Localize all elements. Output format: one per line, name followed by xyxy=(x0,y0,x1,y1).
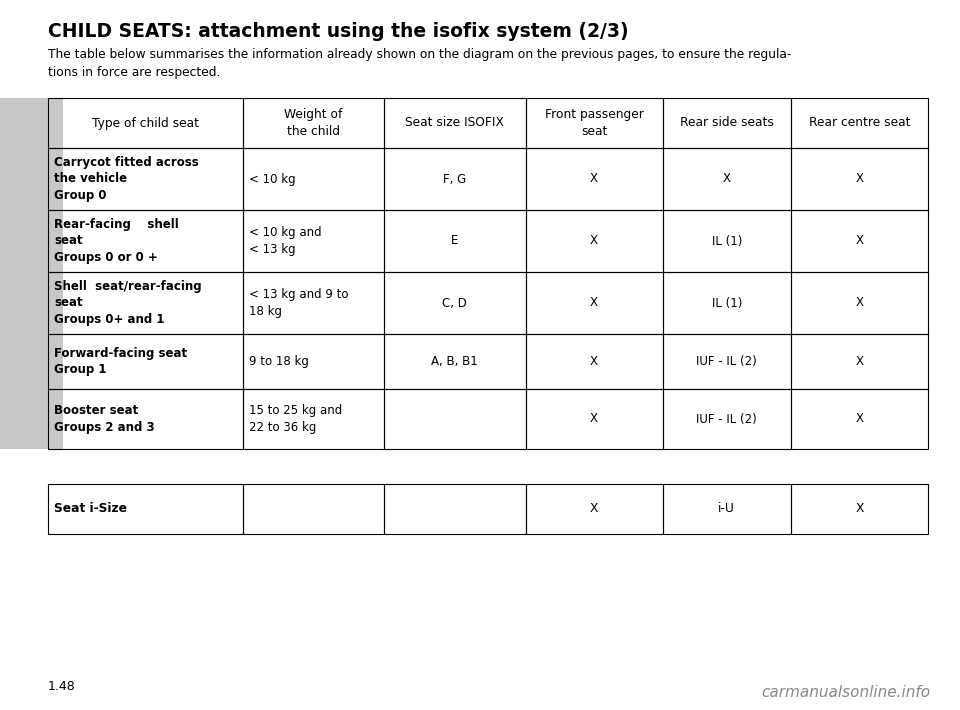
Bar xyxy=(243,98,384,148)
Bar xyxy=(48,272,243,334)
Text: Booster seat
Groups 2 and 3: Booster seat Groups 2 and 3 xyxy=(54,404,155,434)
Bar xyxy=(384,98,525,148)
Bar xyxy=(662,389,791,449)
Bar xyxy=(662,98,791,148)
Text: X: X xyxy=(855,355,863,368)
Bar xyxy=(525,334,662,389)
Text: X: X xyxy=(855,503,864,515)
Text: Seat size ISOFIX: Seat size ISOFIX xyxy=(405,116,504,129)
Bar xyxy=(791,334,928,389)
Text: IL (1): IL (1) xyxy=(711,297,742,310)
Text: Forward-facing seat
Group 1: Forward-facing seat Group 1 xyxy=(54,346,187,376)
Bar xyxy=(384,148,525,210)
Text: X: X xyxy=(590,355,598,368)
Text: 9 to 18 kg: 9 to 18 kg xyxy=(249,355,308,368)
Bar xyxy=(384,272,525,334)
Bar xyxy=(384,484,525,534)
Bar xyxy=(662,334,791,389)
Bar xyxy=(384,334,525,389)
Text: IL (1): IL (1) xyxy=(711,234,742,248)
Bar xyxy=(243,148,384,210)
Text: CHILD SEATS: attachment using the isofix system (2/3): CHILD SEATS: attachment using the isofix… xyxy=(48,22,629,41)
Bar xyxy=(48,484,243,534)
Text: Weight of
the child: Weight of the child xyxy=(284,108,343,138)
Bar xyxy=(243,334,384,389)
Bar xyxy=(48,210,243,272)
Text: Type of child seat: Type of child seat xyxy=(92,116,199,129)
Text: The table below summarises the information already shown on the diagram on the p: The table below summarises the informati… xyxy=(48,48,791,79)
Bar xyxy=(791,484,928,534)
Text: A, B, B1: A, B, B1 xyxy=(431,355,478,368)
Bar xyxy=(662,148,791,210)
Text: X: X xyxy=(723,173,731,185)
Bar xyxy=(791,210,928,272)
Text: E: E xyxy=(451,234,459,248)
Text: X: X xyxy=(855,297,863,310)
Bar xyxy=(662,484,791,534)
Bar xyxy=(243,389,384,449)
Bar xyxy=(243,210,384,272)
Text: < 10 kg: < 10 kg xyxy=(249,173,295,185)
Bar xyxy=(791,98,928,148)
Text: < 13 kg and 9 to
18 kg: < 13 kg and 9 to 18 kg xyxy=(249,288,348,318)
Text: 15 to 25 kg and
22 to 36 kg: 15 to 25 kg and 22 to 36 kg xyxy=(249,404,342,434)
Text: Rear side seats: Rear side seats xyxy=(680,116,774,129)
Text: 1.48: 1.48 xyxy=(48,680,76,693)
Text: X: X xyxy=(590,503,598,515)
Bar xyxy=(48,98,243,148)
Bar xyxy=(525,389,662,449)
Text: X: X xyxy=(855,413,863,425)
Bar xyxy=(525,484,662,534)
Bar xyxy=(662,210,791,272)
Bar xyxy=(384,210,525,272)
Bar xyxy=(525,210,662,272)
Bar xyxy=(791,272,928,334)
Text: F, G: F, G xyxy=(444,173,467,185)
Text: X: X xyxy=(590,234,598,248)
Text: IUF - IL (2): IUF - IL (2) xyxy=(696,355,757,368)
Text: X: X xyxy=(590,173,598,185)
Bar xyxy=(243,484,384,534)
Text: X: X xyxy=(855,234,863,248)
Bar xyxy=(791,148,928,210)
Text: Rear centre seat: Rear centre seat xyxy=(808,116,910,129)
Bar xyxy=(525,148,662,210)
Bar xyxy=(48,334,243,389)
Text: Shell  seat/rear-facing
seat
Groups 0+ and 1: Shell seat/rear-facing seat Groups 0+ an… xyxy=(54,280,202,326)
Text: Carrycot fitted across
the vehicle
Group 0: Carrycot fitted across the vehicle Group… xyxy=(54,156,199,202)
Text: IUF - IL (2): IUF - IL (2) xyxy=(696,413,757,425)
Bar xyxy=(48,148,243,210)
Text: carmanualsonline.info: carmanualsonline.info xyxy=(761,685,930,700)
Text: C, D: C, D xyxy=(443,297,468,310)
Text: X: X xyxy=(590,413,598,425)
Bar xyxy=(662,272,791,334)
Text: Front passenger
seat: Front passenger seat xyxy=(544,108,643,138)
Bar xyxy=(243,272,384,334)
Bar xyxy=(48,389,243,449)
Text: Seat i-Size: Seat i-Size xyxy=(54,503,127,515)
Bar xyxy=(525,272,662,334)
Text: Rear-facing    shell
seat
Groups 0 or 0 +: Rear-facing shell seat Groups 0 or 0 + xyxy=(54,218,179,264)
Text: < 10 kg and
< 13 kg: < 10 kg and < 13 kg xyxy=(249,226,322,256)
Text: X: X xyxy=(855,173,863,185)
Text: i-U: i-U xyxy=(718,503,735,515)
Bar xyxy=(0,98,63,449)
Text: X: X xyxy=(590,297,598,310)
Bar xyxy=(525,98,662,148)
Bar xyxy=(384,389,525,449)
Bar xyxy=(791,389,928,449)
